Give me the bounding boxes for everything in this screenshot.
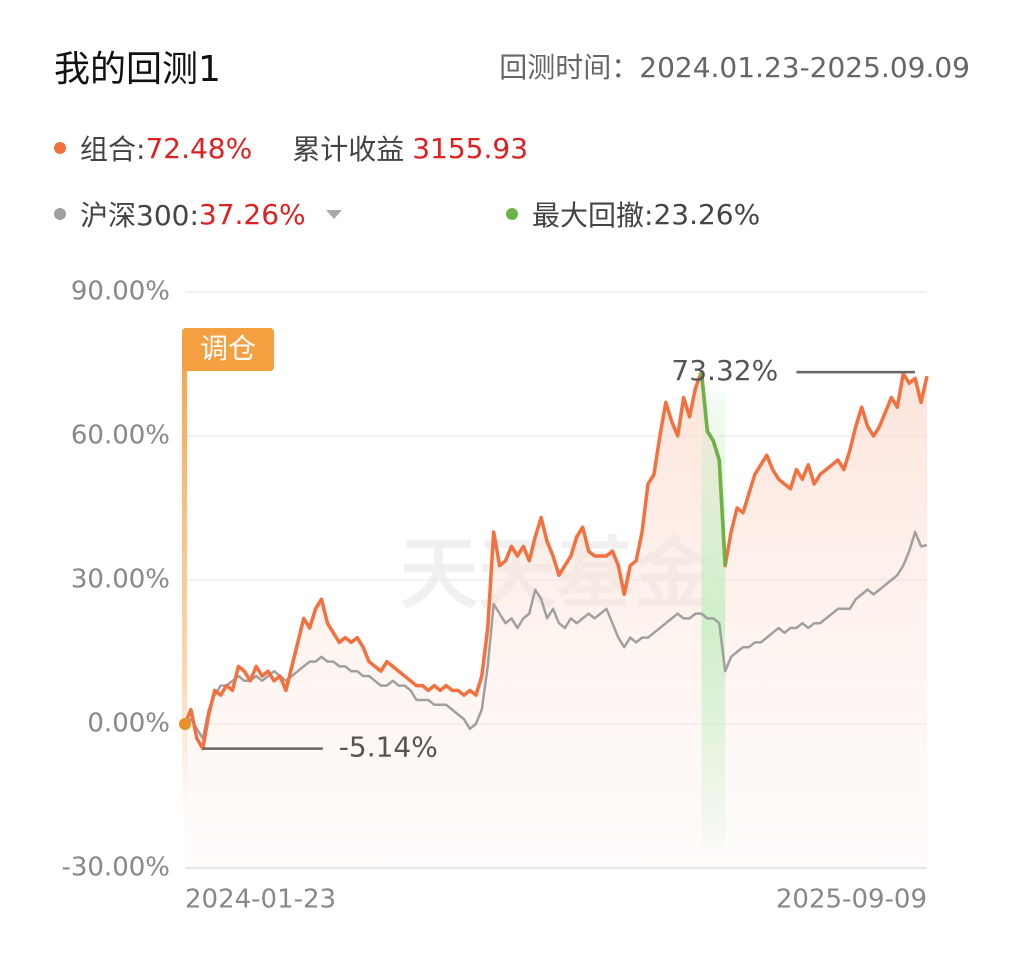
legend-dot [54,208,66,220]
y-tick-label: -30.00% [61,853,170,883]
legend-row: 最大回撤: 23.26% [506,194,760,234]
dropdown[interactable] [325,209,342,219]
line [183,370,929,751]
x-tick-label: 2024-01-23 [185,885,336,915]
y-tick-label: 60.00% [71,421,170,451]
annotation-label: -5.14% [339,731,438,764]
drawdown-line [699,371,727,566]
rebalance-bar [182,330,187,830]
drawdown-label: 最大回撤: [532,199,654,232]
legend-dot [54,142,66,154]
y-tick-label: 90.00% [71,277,170,307]
line [184,530,928,740]
legend-value: 72.48% [145,131,253,165]
cumulative-value: 3155.93 [412,131,529,165]
legend-row: 沪深30037.26% [54,194,342,234]
legend-label: 沪深300 [80,194,199,234]
y-tick-label: 0.00% [87,709,170,739]
legend-label: 组合 [80,128,145,168]
annotation-label: 73.32% [671,354,778,387]
y-tick-label: 30.00% [71,565,170,595]
x-tick-label: 2025-09-09 [776,885,927,915]
rebalance-label: 调仓 [200,332,256,365]
area [185,372,927,868]
period: 回测时间：2024.01.23-2025.09.09 [499,46,970,86]
period-label: 回测时间： [499,51,640,84]
start-point [179,718,191,730]
period-value: 2024.01.23-2025.09.09 [639,51,970,84]
legend-value: 37.26% [198,197,306,231]
title: 我的回测1 [54,49,221,90]
cumulative-label: 累计收益 [292,133,405,166]
rebalance-tag [182,328,274,371]
legend-dot [506,208,518,220]
drawdown-value: 23.26% [653,197,761,231]
